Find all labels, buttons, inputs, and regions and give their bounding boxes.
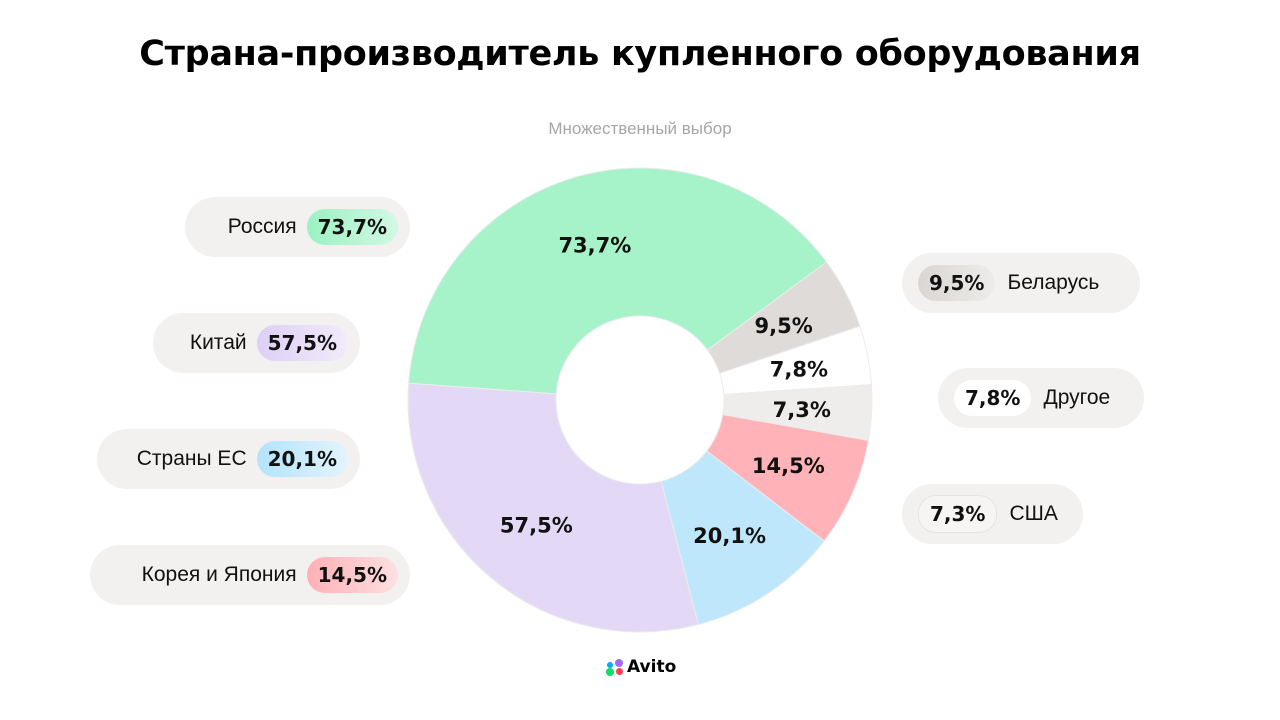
legend-value: 57,5% — [256, 325, 348, 361]
legend-item-usa: 7,3% США — [902, 484, 1083, 544]
legend-label: Россия — [227, 215, 297, 238]
slice-value-label: 7,8% — [770, 358, 828, 382]
legend-item-china: Китай 57,5% — [153, 313, 360, 373]
donut-slice-0 — [408, 167, 828, 395]
slice-value-label: 20,1% — [693, 524, 766, 548]
page-title: Страна-производитель купленного оборудов… — [139, 34, 1141, 74]
slice-value-label: 7,3% — [773, 398, 831, 422]
donut-slice-5 — [660, 450, 825, 626]
legend-value: 7,8% — [954, 380, 1032, 416]
legend-value: 73,7% — [306, 209, 398, 245]
legend-value: 14,5% — [306, 557, 398, 593]
legend-item-belarus: 9,5% Беларусь — [902, 253, 1140, 313]
avito-logo-text: Avito — [627, 657, 677, 677]
donut-chart: 73,7% 9,5% 7,8% 7,3% 14,5% 20,1% 57,5% — [407, 167, 873, 633]
donut-slice-6 — [407, 382, 699, 633]
legend-label: Беларусь — [1007, 271, 1100, 294]
legend-value: 9,5% — [918, 265, 996, 301]
legend-label: Китай — [189, 331, 247, 354]
avito-logo-icon — [606, 658, 624, 676]
legend-item-eu: Страны ЕС 20,1% — [97, 429, 360, 489]
legend-label: Страны ЕС — [136, 447, 247, 470]
slice-value-label: 73,7% — [558, 233, 631, 257]
slice-value-label: 14,5% — [752, 454, 825, 478]
legend-value: 20,1% — [256, 441, 348, 477]
legend-item-russia: Россия 73,7% — [185, 197, 410, 257]
legend-label: Другое — [1043, 386, 1111, 409]
chart-subtitle: Множественный выбор — [548, 119, 732, 138]
legend-item-korea-japan: Корея и Япония 14,5% — [90, 545, 410, 605]
avito-logo: Avito — [606, 657, 676, 677]
legend-item-other: 7,8% Другое — [938, 368, 1144, 428]
legend-label: Корея и Япония — [141, 563, 297, 586]
slice-value-label: 9,5% — [755, 314, 813, 338]
legend-label: США — [1009, 502, 1058, 525]
legend-value: 7,3% — [918, 495, 998, 533]
slice-value-label: 57,5% — [500, 513, 573, 537]
